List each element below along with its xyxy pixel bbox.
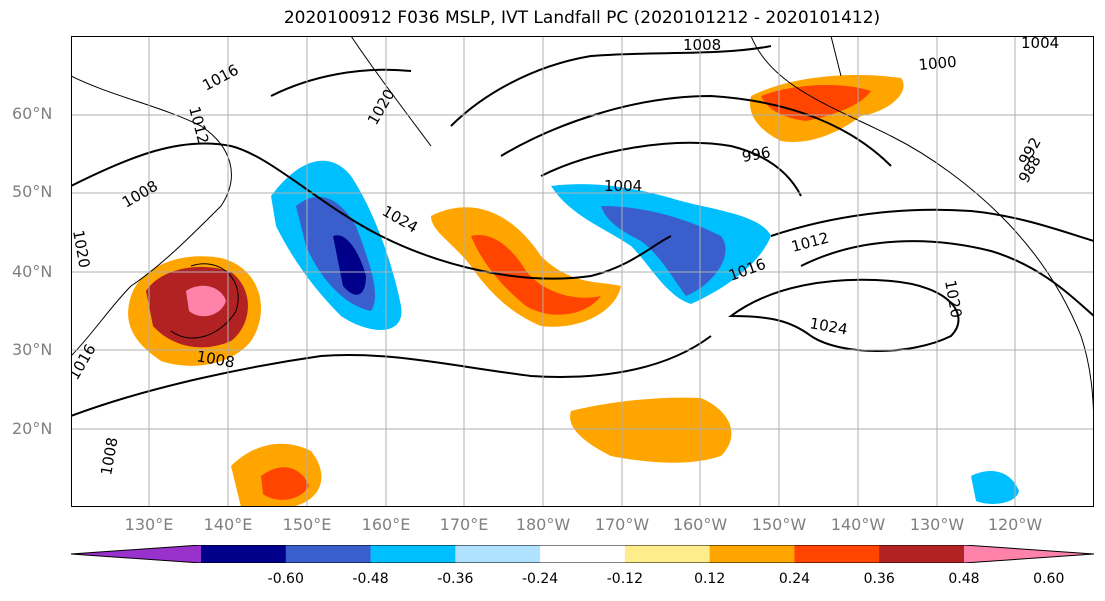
isobar-label: 1020 bbox=[941, 279, 965, 320]
lat-label-50n: 50°N bbox=[12, 182, 53, 201]
isobar-label: 1024 bbox=[808, 314, 849, 338]
lat-label-60n: 60°N bbox=[12, 104, 53, 123]
positive-anomaly-subtropical bbox=[570, 397, 732, 463]
lon-label: 140°W bbox=[830, 515, 886, 534]
graticule bbox=[71, 36, 1094, 507]
lon-label: 140°E bbox=[203, 515, 253, 534]
isobars bbox=[71, 45, 1094, 417]
positive-anomaly-central bbox=[431, 207, 621, 327]
strong-positive-south-west bbox=[261, 467, 309, 500]
colorbar-tick-label: -0.12 bbox=[606, 571, 643, 587]
isobar-label: 1000 bbox=[918, 53, 958, 74]
colorbar bbox=[71, 545, 1094, 563]
lon-label: 150°W bbox=[751, 515, 807, 534]
lon-label: 180°W bbox=[515, 515, 571, 534]
colorbar-tick-label: 0.36 bbox=[863, 571, 895, 587]
isobar-label: 1012 bbox=[185, 104, 212, 146]
peak-negative-kuril bbox=[333, 235, 366, 295]
colorbar-extend-high bbox=[964, 545, 1094, 563]
map-plot: 1016 1012 1020 1008 1016 1008 1024 1020 … bbox=[71, 36, 1094, 507]
strong-negative-gulf bbox=[601, 206, 726, 296]
isobar-label: 1008 bbox=[119, 177, 161, 212]
isobar-label: 996 bbox=[741, 143, 772, 166]
lon-label: 160°E bbox=[361, 515, 411, 534]
colorbar-tick-label: 0.60 bbox=[1033, 571, 1065, 587]
colorbar-tick-label: -0.48 bbox=[352, 571, 389, 587]
peak-anomaly-japan bbox=[186, 285, 226, 317]
lon-label: 130°E bbox=[124, 515, 174, 534]
colorbar-segment bbox=[879, 545, 965, 563]
isobar-label: 1020 bbox=[364, 86, 399, 128]
colorbar-tick-label: -0.36 bbox=[437, 571, 474, 587]
lon-label: 120°W bbox=[987, 515, 1043, 534]
isobar-label: 1004 bbox=[604, 177, 642, 195]
map-panel: 1016 1012 1020 1008 1016 1008 1024 1020 … bbox=[71, 36, 1094, 507]
isobar-label: 1016 bbox=[199, 61, 241, 95]
colorbar-tick-label: -0.60 bbox=[267, 571, 304, 587]
colorbar-segment bbox=[540, 545, 626, 563]
colorbar-segment bbox=[370, 545, 456, 563]
colorbar-segment bbox=[201, 545, 287, 563]
colorbar-extend-low bbox=[71, 545, 201, 563]
colorbar-segment bbox=[285, 545, 372, 563]
colorbar-segment bbox=[455, 545, 541, 563]
isobar-label: 1012 bbox=[789, 229, 831, 256]
lat-label-30n: 30°N bbox=[12, 340, 53, 359]
colorbar-tick-label: 0.48 bbox=[948, 571, 980, 587]
lat-label-20n: 20°N bbox=[12, 419, 53, 438]
map-title: 2020100912 F036 MSLP, IVT Landfall PC (2… bbox=[283, 8, 881, 28]
colorbar-tick-label: 0.12 bbox=[694, 571, 726, 587]
lon-label: 170°E bbox=[439, 515, 489, 534]
colorbar-segment bbox=[624, 545, 711, 563]
colorbar-segment bbox=[709, 545, 795, 563]
ivt-shading bbox=[128, 75, 1019, 507]
map-frame bbox=[71, 36, 1094, 507]
isobar-label: 1004 bbox=[1021, 36, 1059, 52]
colorbar-tick-label: -0.24 bbox=[521, 571, 559, 587]
strong-positive-central bbox=[471, 235, 601, 315]
colorbar-tick-label: 0.24 bbox=[778, 571, 811, 587]
isobar-label: 1016 bbox=[71, 341, 100, 383]
negative-anomaly-east bbox=[971, 471, 1019, 504]
isobar-label: 1008 bbox=[683, 36, 721, 54]
isobar-labels: 1016 1012 1020 1008 1016 1008 1024 1020 … bbox=[71, 36, 1059, 477]
colorbar-segment bbox=[794, 545, 880, 563]
isobar-label: 1008 bbox=[97, 436, 121, 477]
isobar-label: 1024 bbox=[379, 202, 421, 237]
strong-positive-alaska bbox=[761, 84, 871, 121]
lon-label: 150°E bbox=[282, 515, 332, 534]
lon-label: 130°W bbox=[909, 515, 965, 534]
lon-label: 170°W bbox=[594, 515, 650, 534]
lon-label: 160°W bbox=[672, 515, 728, 534]
lat-label-40n: 40°N bbox=[12, 262, 53, 281]
isobar-label: 1020 bbox=[71, 229, 93, 270]
